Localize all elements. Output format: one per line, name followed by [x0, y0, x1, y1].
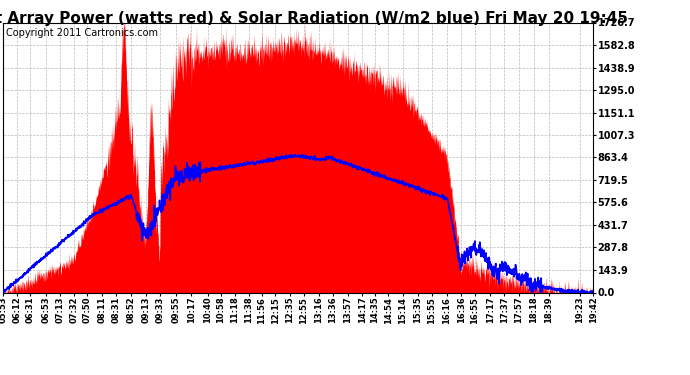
Text: East Array Power (watts red) & Solar Radiation (W/m2 blue) Fri May 20 19:45: East Array Power (watts red) & Solar Rad… [0, 11, 628, 26]
Text: Copyright 2011 Cartronics.com: Copyright 2011 Cartronics.com [6, 28, 159, 38]
